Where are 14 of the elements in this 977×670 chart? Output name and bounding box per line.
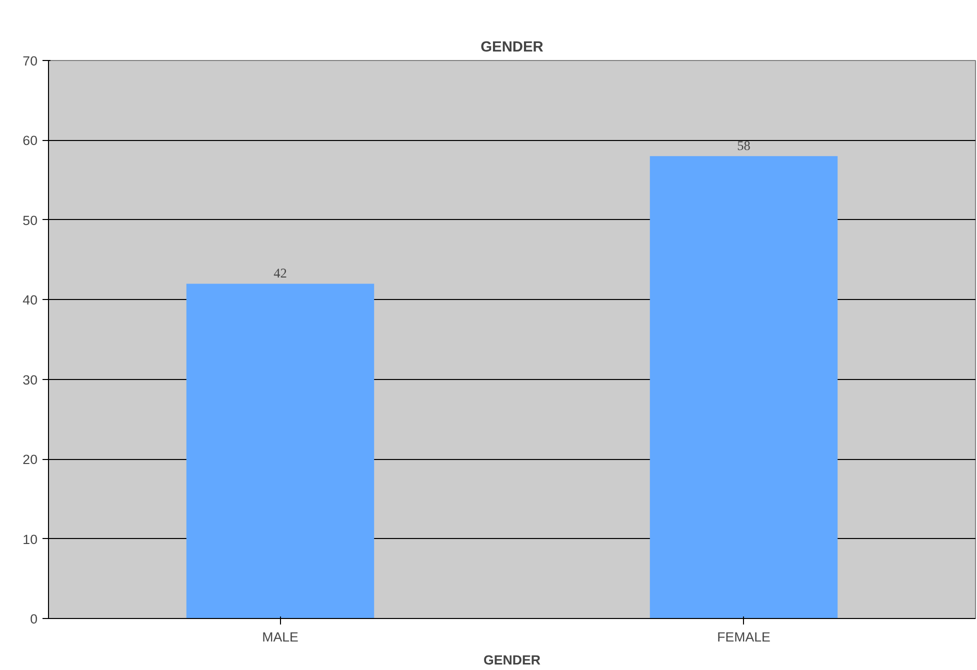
y-tick-label: 30 [22, 372, 38, 388]
y-tick-label: 0 [30, 612, 38, 626]
chart-title: GENDER [480, 40, 544, 56]
x-tick-label: FEMALE [717, 630, 771, 644]
x-axis-title: GENDER [483, 652, 541, 668]
data-label: 42 [274, 266, 287, 281]
y-tick-label: 40 [22, 292, 38, 308]
data-label: 58 [737, 138, 751, 154]
y-tick-label: 70 [22, 54, 38, 68]
x-tick-label: MALE [262, 630, 299, 644]
y-tick-label: 50 [22, 212, 38, 228]
y-tick-label: 10 [22, 532, 38, 547]
y-tick-label: 60 [22, 133, 38, 148]
y-tick-label: 20 [22, 452, 38, 468]
